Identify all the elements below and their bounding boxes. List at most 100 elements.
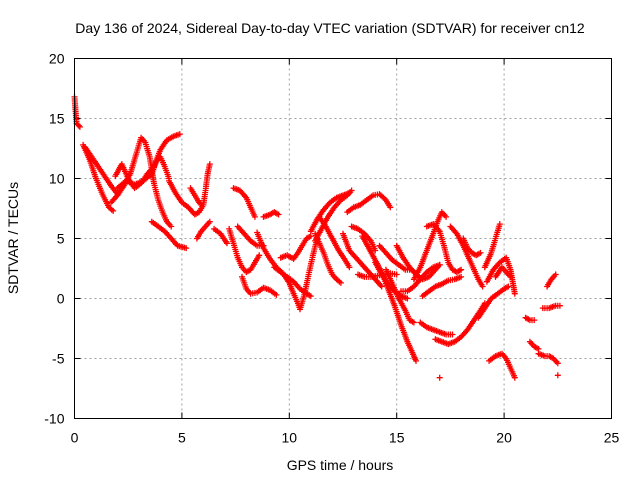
series-trace: [486, 350, 518, 381]
data-point: [224, 240, 230, 247]
y-axis-label: SDTVAR / TECUs: [5, 182, 21, 294]
series-trace: [187, 185, 205, 208]
data-point: [275, 211, 282, 218]
data-point: [183, 245, 190, 252]
series-trace: [344, 191, 394, 216]
plot-frame: [74, 58, 612, 419]
data-point: [273, 291, 280, 298]
series-trace: [398, 261, 443, 295]
data-point: [256, 252, 263, 259]
data-point: [505, 283, 512, 290]
series-trace: [211, 225, 230, 247]
data-point: [443, 213, 450, 220]
data-point: [436, 261, 443, 268]
data-point: [511, 290, 518, 297]
series-trace: [166, 161, 213, 218]
series-trace: [239, 273, 280, 298]
y-tick-label: -10: [44, 411, 64, 427]
data-point: [477, 249, 484, 256]
grid: [74, 58, 612, 419]
data-points: [71, 93, 563, 381]
series-trace: [492, 264, 514, 280]
x-tick-label: 0: [71, 430, 79, 446]
data-point: [393, 271, 400, 278]
x-axis-label: GPS time / hours: [287, 457, 394, 473]
data-point: [404, 295, 411, 302]
series-trace: [447, 223, 486, 290]
data-point: [197, 200, 204, 207]
series-trace: [376, 242, 415, 273]
x-tick-label: 10: [282, 430, 298, 446]
series-trace: [481, 221, 503, 271]
data-point: [168, 223, 175, 230]
series-trace: [539, 302, 563, 312]
series-trace: [148, 218, 190, 252]
series-trace: [544, 271, 559, 290]
series-trace: [436, 374, 443, 381]
data-point: [251, 213, 258, 220]
data-point: [458, 266, 465, 273]
series-trace: [483, 254, 518, 297]
data-point: [76, 123, 83, 130]
y-tick-label: 10: [49, 171, 65, 187]
data-point: [449, 331, 456, 338]
series-trace: [312, 230, 344, 286]
data-point: [554, 372, 561, 379]
series-trace: [340, 230, 385, 290]
data-point: [348, 187, 355, 194]
series-trace: [230, 185, 258, 220]
series-trace: [526, 338, 542, 352]
series-trace: [226, 225, 263, 276]
data-point: [387, 204, 394, 211]
x-tick-label: 5: [178, 430, 186, 446]
series-trace: [260, 209, 282, 220]
series-trace: [410, 209, 450, 283]
series-trace: [535, 350, 561, 367]
data-point: [496, 221, 503, 228]
series-trace: [554, 372, 561, 379]
data-point: [531, 317, 538, 324]
data-point: [554, 360, 561, 367]
series-trace: [522, 314, 538, 324]
x-tick-label: 25: [604, 430, 620, 446]
series-trace: [432, 300, 488, 348]
series-trace: [316, 213, 353, 271]
series-trace: [475, 283, 512, 321]
chart-title: Day 136 of 2024, Sidereal Day-to-day VTE…: [75, 20, 585, 36]
data-point: [458, 273, 465, 280]
data-point: [346, 264, 353, 271]
data-point: [110, 207, 117, 214]
data-point: [372, 247, 379, 254]
data-point: [198, 201, 205, 208]
y-tick-label: -5: [52, 351, 65, 367]
data-point: [556, 302, 563, 309]
series-trace: [383, 266, 417, 326]
data-point: [307, 293, 314, 300]
series-trace: [71, 93, 83, 130]
data-point: [176, 131, 183, 138]
data-point: [479, 283, 486, 290]
data-point: [413, 357, 419, 364]
data-point: [552, 271, 559, 278]
series-trace: [423, 221, 465, 276]
data-point: [507, 273, 514, 280]
series-trace: [417, 319, 456, 338]
series-trace: [419, 273, 465, 300]
data-point: [410, 319, 417, 326]
series-trace: [114, 153, 172, 192]
y-tick-labels: -10 -5 0 5 10 15 20: [44, 51, 64, 427]
y-tick-label: 20: [49, 51, 65, 67]
data-point: [337, 279, 344, 286]
y-tick-label: 15: [49, 111, 65, 127]
series-trace: [271, 264, 314, 300]
y-tick-label: 5: [57, 231, 65, 247]
data-point: [206, 161, 213, 168]
data-point: [436, 374, 443, 381]
x-tick-labels: 0 5 10 15 20 25: [71, 430, 620, 446]
x-tick-label: 15: [389, 430, 405, 446]
x-tick-label: 20: [496, 430, 512, 446]
data-point: [511, 374, 518, 381]
series-trace: [348, 223, 379, 254]
series-trace: [277, 233, 314, 262]
